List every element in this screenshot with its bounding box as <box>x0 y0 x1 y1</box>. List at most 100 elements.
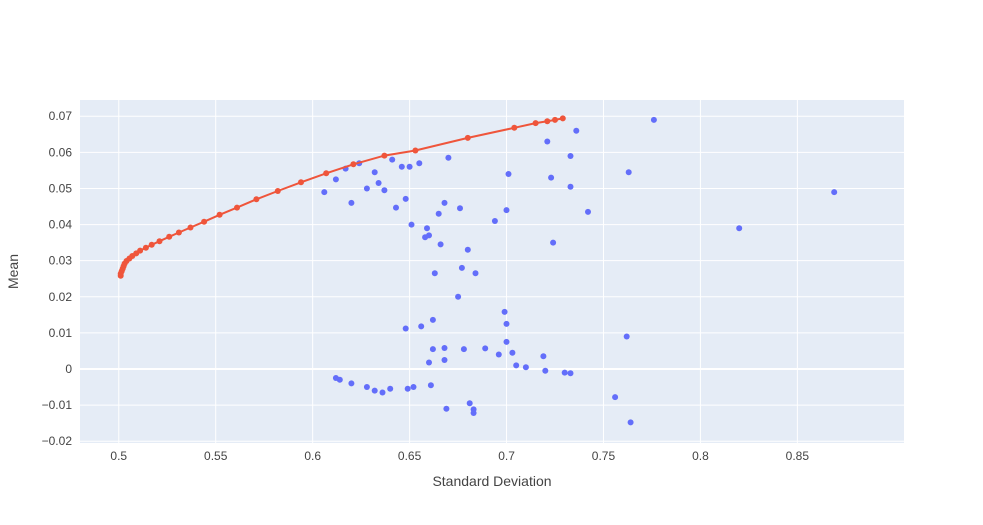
scatter-point <box>431 270 438 277</box>
scatter-point <box>332 176 339 183</box>
frontier-point <box>559 115 566 122</box>
scatter-point <box>416 160 423 167</box>
frontier-point <box>274 188 281 194</box>
frontier-point <box>298 179 304 186</box>
x-axis-ticks: 0.5 0.55 0.6 0.65 0.7 0.75 0.8 0.85 <box>110 449 809 463</box>
x-tick-label: 0.8 <box>692 449 709 463</box>
scatter-point <box>348 380 355 387</box>
y-tick-label: −0.01 <box>42 398 73 412</box>
scatter-point <box>585 208 591 215</box>
scatter-point <box>418 323 425 330</box>
frontier-point <box>175 229 182 236</box>
x-tick-label: 0.6 <box>304 449 321 463</box>
scatter-point <box>437 241 444 248</box>
scatter-point <box>831 189 838 196</box>
scatter-point <box>321 189 328 196</box>
y-tick-label: 0 <box>65 362 72 376</box>
scatter-point <box>491 218 498 224</box>
frontier-series <box>117 115 566 279</box>
scatter-point <box>455 293 462 300</box>
data-series <box>117 115 838 426</box>
scatter-point <box>429 346 436 353</box>
plot-area <box>80 100 904 443</box>
y-tick-label: 0.01 <box>49 326 73 340</box>
scatter-point <box>501 308 508 315</box>
frontier-point <box>156 238 163 245</box>
scatter-point <box>736 225 743 232</box>
scatter-point <box>435 210 442 217</box>
scatter-point <box>548 174 555 181</box>
scatter-point <box>466 400 473 407</box>
scatter-point <box>503 207 510 214</box>
scatter-point <box>627 419 634 426</box>
frontier-point <box>350 161 357 168</box>
scatter-point <box>441 357 448 363</box>
x-tick-label: 0.5 <box>110 449 127 463</box>
y-tick-label: 0.03 <box>49 254 73 268</box>
scatter-point <box>503 320 510 327</box>
scatter-point <box>427 382 434 389</box>
scatter-point <box>402 195 409 202</box>
scatter-point <box>402 325 409 332</box>
y-tick-label: 0.07 <box>49 109 73 123</box>
scatter-point <box>550 239 557 246</box>
scatter-point <box>460 346 467 353</box>
scatter-point <box>625 169 632 176</box>
x-tick-label: 0.55 <box>204 449 228 463</box>
scatter-point <box>567 153 574 159</box>
scatter-point <box>441 199 448 206</box>
x-tick-label: 0.65 <box>398 449 422 463</box>
frontier-point <box>464 134 471 141</box>
scatter-point <box>457 205 463 212</box>
scatter-point <box>503 338 510 345</box>
x-tick-label: 0.7 <box>498 449 515 463</box>
frontier-point <box>201 218 208 225</box>
scatter-point <box>513 362 520 369</box>
frontier-point <box>381 152 388 159</box>
scatter-point <box>398 163 405 170</box>
scatter-point <box>404 385 411 392</box>
y-axis-title: Mean <box>5 254 21 289</box>
scatter-point <box>424 225 430 232</box>
scatter-point <box>375 180 382 186</box>
scatter-point <box>381 187 388 194</box>
scatter-point <box>573 127 580 134</box>
frontier-point <box>142 244 149 251</box>
scatter-point <box>544 138 551 145</box>
scatter-point <box>567 183 574 190</box>
frontier-point <box>511 124 518 131</box>
scatter-point <box>505 171 512 177</box>
frontier-point <box>137 247 144 254</box>
scatter-point <box>410 384 417 390</box>
scatter-point <box>443 405 450 412</box>
x-tick-label: 0.85 <box>786 449 810 463</box>
scatter-point <box>408 221 415 228</box>
scatter-point <box>522 364 529 371</box>
scatter-point <box>332 375 339 381</box>
y-tick-label: 0.05 <box>49 181 73 195</box>
scatter-point <box>389 156 396 163</box>
y-tick-label: 0.06 <box>49 145 73 159</box>
scatter-point <box>650 116 657 123</box>
y-tick-label: −0.02 <box>42 434 73 448</box>
scatter-point <box>393 204 399 211</box>
scatter-point <box>371 169 378 176</box>
scatter-point <box>371 387 378 394</box>
x-gridlines <box>118 100 798 443</box>
frontier-point <box>532 120 539 127</box>
scatter-point <box>540 353 547 360</box>
scatter-point <box>348 199 355 206</box>
scatter-point <box>363 384 370 390</box>
portfolio-scatter-series <box>321 116 838 426</box>
frontier-point <box>187 224 194 231</box>
scatter-point <box>509 349 516 356</box>
frontier-point <box>552 116 558 123</box>
frontier-point <box>253 196 260 203</box>
scatter-point <box>623 333 630 340</box>
frontier-point <box>412 147 419 154</box>
scatter-point <box>422 234 429 241</box>
frontier-point <box>323 170 330 177</box>
scatter-point <box>445 154 452 161</box>
scatter-point <box>441 345 448 351</box>
scatter-point <box>379 389 386 396</box>
